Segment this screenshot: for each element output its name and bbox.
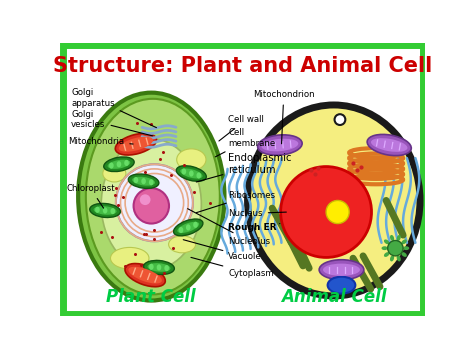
Ellipse shape — [147, 263, 171, 272]
Ellipse shape — [93, 206, 117, 215]
Ellipse shape — [179, 227, 183, 233]
Ellipse shape — [118, 137, 153, 152]
Ellipse shape — [144, 261, 174, 274]
Text: Cell
membrane: Cell membrane — [215, 129, 275, 157]
Text: Animal Cell: Animal Cell — [281, 288, 387, 306]
Ellipse shape — [262, 139, 298, 151]
Ellipse shape — [104, 157, 134, 171]
Ellipse shape — [180, 168, 202, 179]
Ellipse shape — [258, 135, 302, 155]
Ellipse shape — [116, 164, 193, 241]
Text: Ribosomes: Ribosomes — [196, 191, 275, 213]
Text: Golgi
vesicles: Golgi vesicles — [71, 110, 153, 136]
Ellipse shape — [177, 222, 199, 233]
Ellipse shape — [124, 160, 129, 166]
Ellipse shape — [103, 207, 108, 214]
Ellipse shape — [125, 263, 165, 287]
Ellipse shape — [140, 194, 151, 205]
Ellipse shape — [95, 207, 100, 213]
Circle shape — [388, 240, 403, 256]
Text: Mitochondria: Mitochondria — [68, 137, 133, 146]
Ellipse shape — [134, 188, 169, 224]
Ellipse shape — [110, 208, 115, 214]
Ellipse shape — [103, 165, 126, 182]
Text: Cytoplasm: Cytoplasm — [191, 257, 274, 278]
Ellipse shape — [86, 99, 220, 294]
Ellipse shape — [117, 161, 121, 167]
Text: Golgi
apparatus: Golgi apparatus — [71, 88, 156, 128]
Ellipse shape — [328, 277, 356, 294]
Ellipse shape — [390, 235, 394, 241]
Ellipse shape — [403, 246, 409, 250]
Text: Nucleolus: Nucleolus — [188, 209, 271, 246]
Text: Cell wall: Cell wall — [219, 115, 264, 141]
Ellipse shape — [90, 203, 120, 218]
Ellipse shape — [196, 173, 201, 179]
Ellipse shape — [115, 133, 156, 155]
Ellipse shape — [390, 256, 394, 261]
Ellipse shape — [128, 174, 159, 189]
Ellipse shape — [134, 177, 138, 183]
Ellipse shape — [401, 252, 407, 257]
Text: Endoplasmic
reticulum: Endoplasmic reticulum — [196, 153, 292, 182]
Ellipse shape — [281, 166, 372, 257]
Ellipse shape — [173, 219, 203, 236]
Ellipse shape — [164, 265, 169, 271]
Ellipse shape — [149, 179, 154, 185]
Text: Plant Cell: Plant Cell — [107, 288, 196, 306]
Text: Rough ER: Rough ER — [228, 223, 280, 232]
Text: Mitochondrion: Mitochondrion — [253, 91, 315, 144]
Ellipse shape — [141, 178, 146, 184]
Ellipse shape — [384, 252, 390, 257]
Ellipse shape — [108, 160, 130, 169]
Ellipse shape — [193, 222, 198, 228]
Ellipse shape — [323, 264, 360, 276]
Ellipse shape — [397, 256, 401, 261]
Ellipse shape — [382, 246, 388, 250]
Ellipse shape — [149, 264, 154, 270]
Ellipse shape — [157, 264, 161, 271]
Ellipse shape — [128, 267, 162, 284]
Ellipse shape — [101, 139, 201, 270]
Text: Vacuole: Vacuole — [183, 240, 262, 261]
Ellipse shape — [186, 224, 191, 230]
Ellipse shape — [397, 235, 401, 241]
Ellipse shape — [169, 236, 196, 253]
Ellipse shape — [326, 201, 349, 224]
Text: Structure: Plant and Animal Cell: Structure: Plant and Animal Cell — [53, 56, 433, 76]
Text: Chloroplast: Chloroplast — [66, 184, 115, 208]
Ellipse shape — [371, 138, 408, 152]
Ellipse shape — [401, 240, 407, 244]
Ellipse shape — [182, 168, 186, 175]
Ellipse shape — [109, 163, 114, 169]
Ellipse shape — [110, 247, 149, 269]
Ellipse shape — [247, 105, 420, 296]
Ellipse shape — [252, 110, 415, 291]
Ellipse shape — [177, 149, 206, 170]
Ellipse shape — [319, 260, 364, 280]
Ellipse shape — [132, 177, 155, 186]
Circle shape — [335, 114, 346, 125]
Ellipse shape — [189, 170, 194, 176]
Ellipse shape — [176, 166, 206, 181]
Ellipse shape — [78, 93, 225, 301]
Ellipse shape — [384, 240, 390, 244]
Text: Nucleus: Nucleus — [228, 209, 286, 218]
Ellipse shape — [367, 135, 411, 155]
